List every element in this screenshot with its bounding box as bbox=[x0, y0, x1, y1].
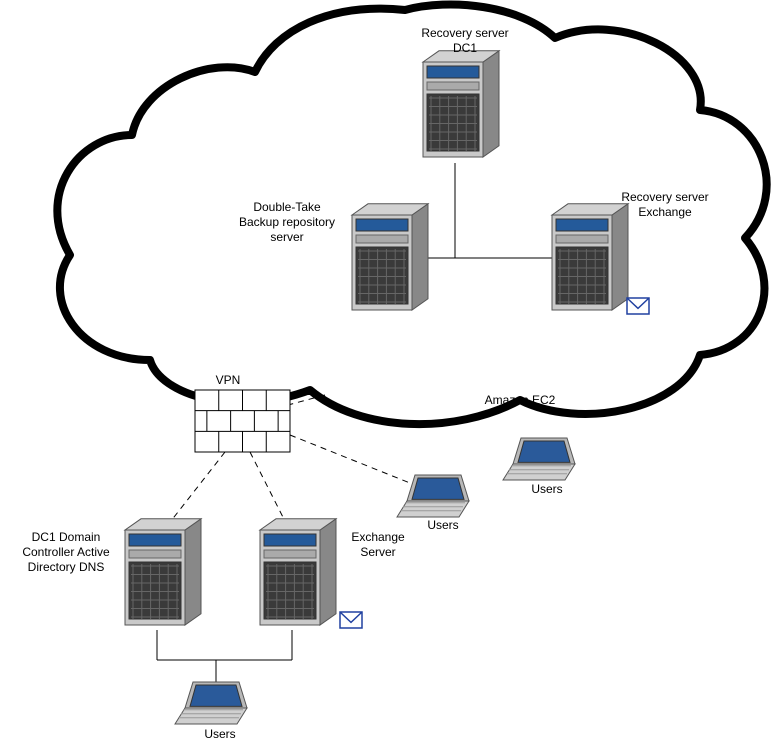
label-users-right: Users bbox=[522, 482, 572, 497]
label-users-mid: Users bbox=[418, 518, 468, 533]
edge bbox=[290, 435, 415, 485]
label-vpn: VPN bbox=[208, 373, 248, 388]
node-backup-repo bbox=[352, 204, 428, 310]
vpn-firewall bbox=[195, 390, 290, 452]
node-users-bottom bbox=[175, 682, 247, 724]
cloud-label: Amazon EC2 bbox=[470, 393, 570, 408]
node-users-right bbox=[503, 438, 575, 480]
label-backup-repo: Double-TakeBackup repositoryserver bbox=[222, 200, 352, 245]
label-users-bottom: Users bbox=[195, 727, 245, 742]
label-recovery-dc1: Recovery serverDC1 bbox=[410, 26, 520, 56]
label-dc1-onprem: DC1 DomainController ActiveDirectory DNS bbox=[6, 530, 126, 575]
label-exchange-onprem: ExchangeServer bbox=[338, 530, 418, 560]
node-users-mid bbox=[397, 475, 469, 517]
node-recovery-dc1 bbox=[423, 51, 499, 157]
label-recovery-exchange: Recovery serverExchange bbox=[605, 190, 725, 220]
node-dc1-onprem bbox=[125, 519, 201, 625]
